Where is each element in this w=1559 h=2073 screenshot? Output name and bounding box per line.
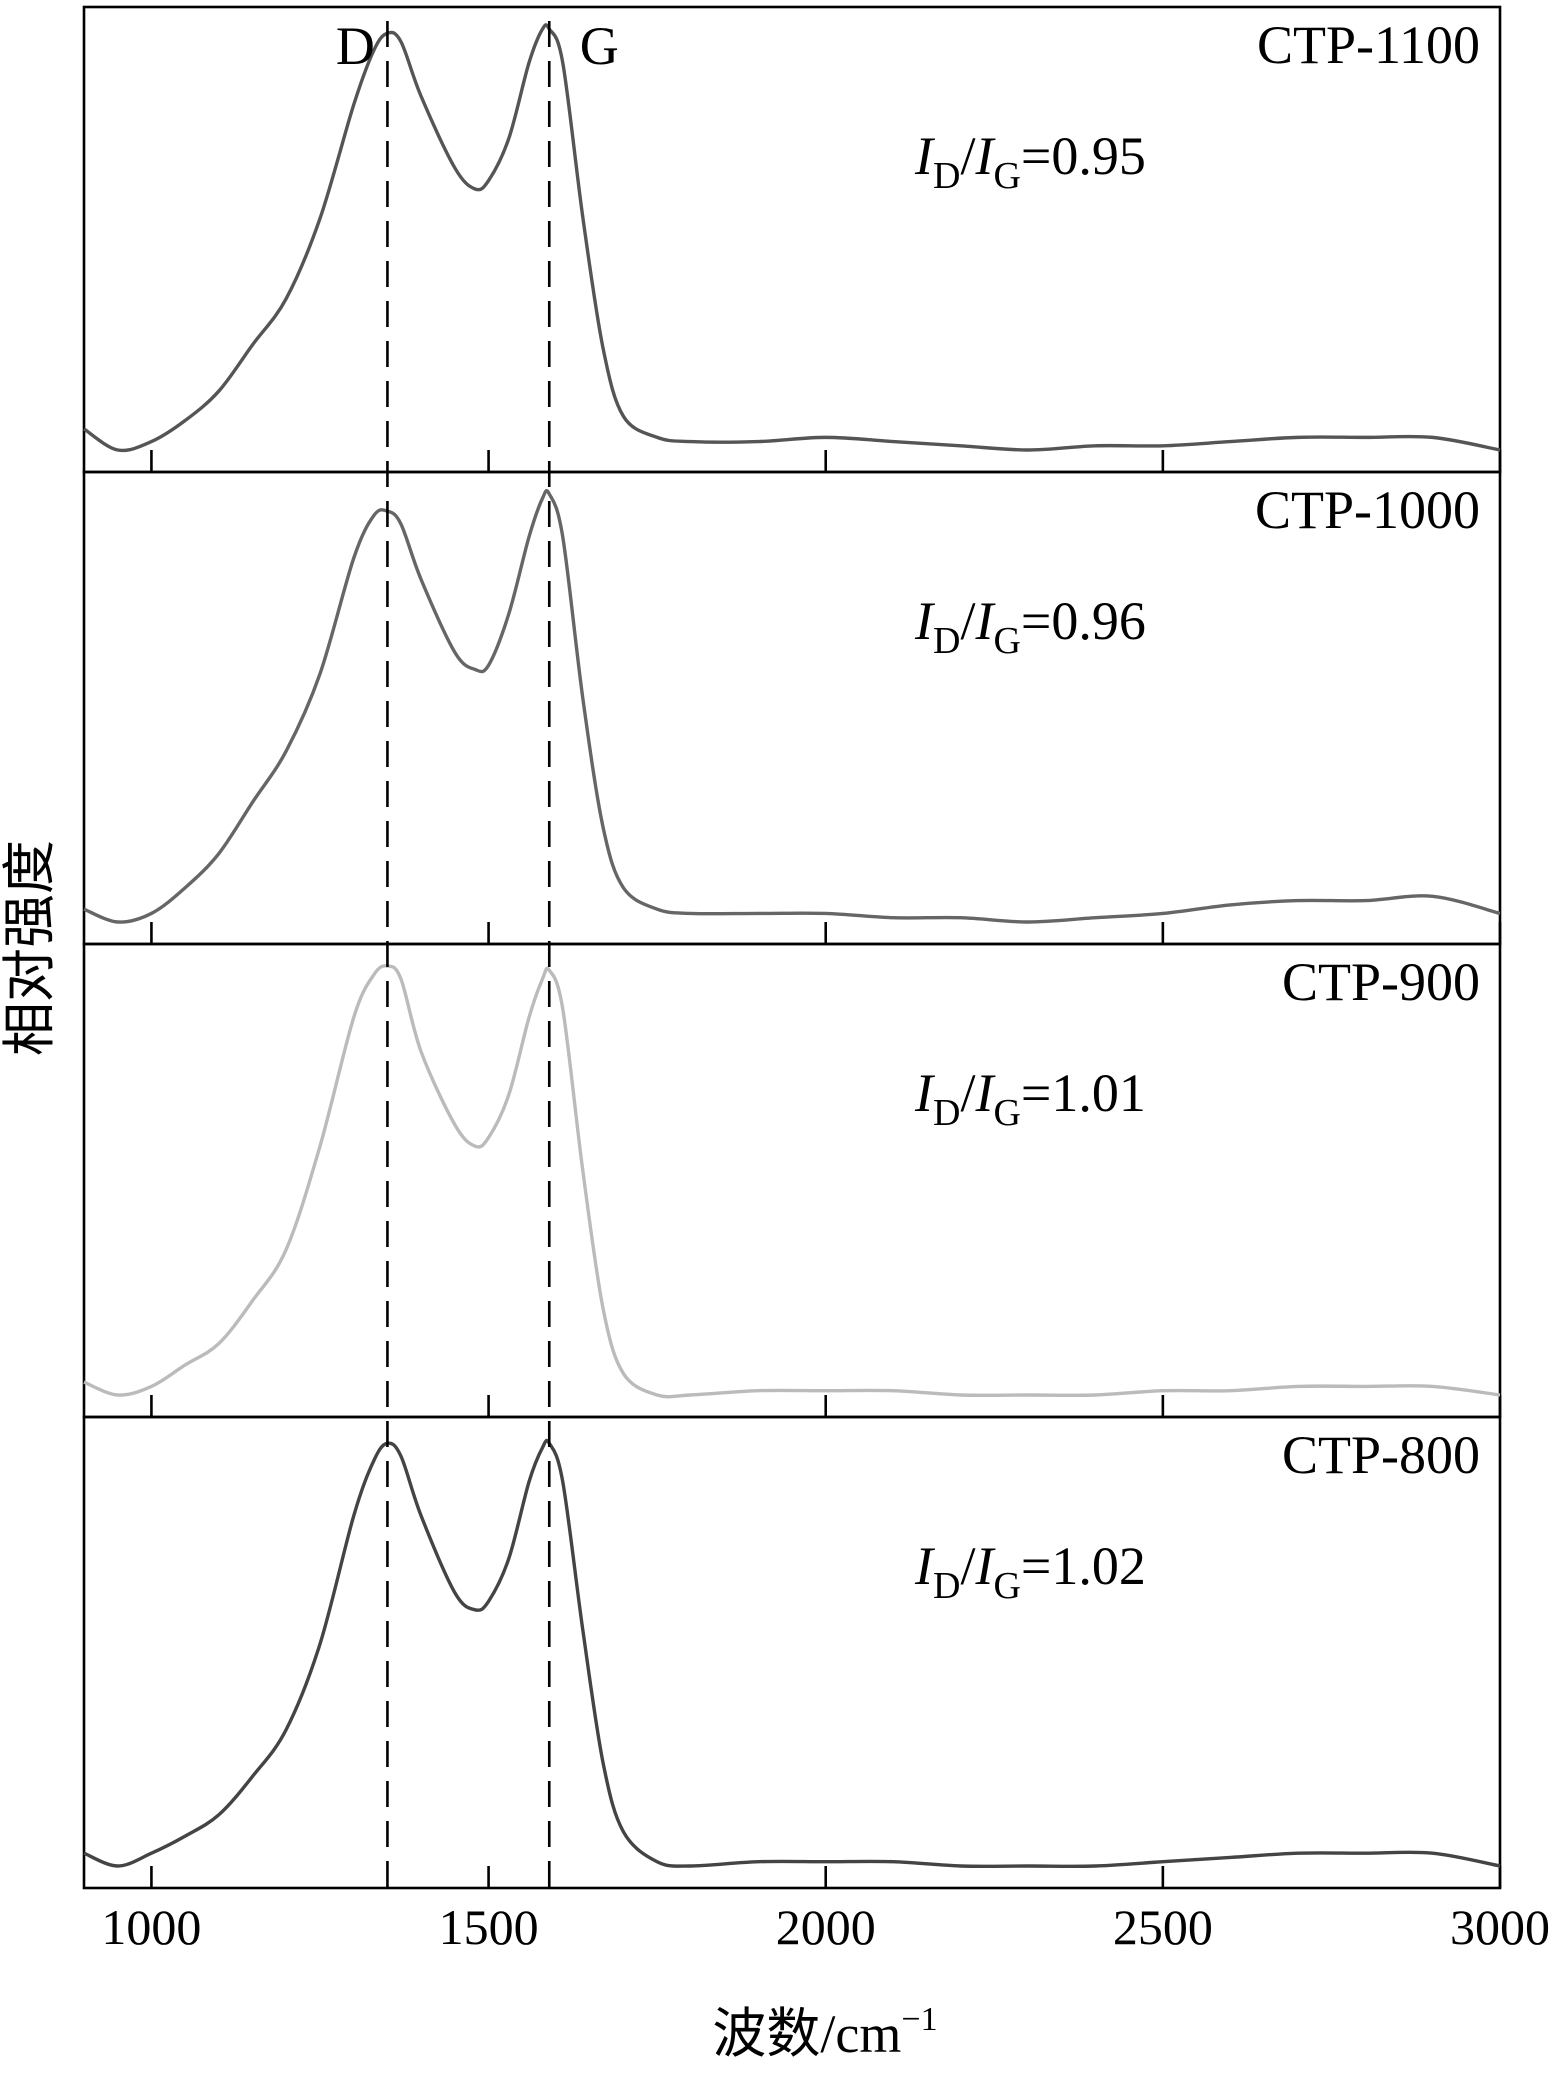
panel-label-ctp-1000: CTP-1000: [1255, 480, 1480, 540]
panel-label-ctp-900: CTP-900: [1282, 952, 1480, 1012]
panel-frame: [82, 1415, 1502, 1890]
id-ig-ratio-ctp-1000: ID/IG=0.96: [914, 591, 1146, 662]
x-tick-label: 3000: [1450, 1899, 1550, 1955]
spectrum-line-ctp-800: [83, 1438, 1501, 1869]
x-tick-label: 2000: [776, 1899, 876, 1955]
spectrum-line-ctp-900: [83, 964, 1501, 1399]
x-axis: 1000 1500 2000 2500 3000: [101, 1899, 1550, 1955]
x-tick-label: 1500: [439, 1899, 539, 1955]
x-axis-title: 波数/cm−1: [712, 2001, 937, 2064]
panel-frame: [82, 942, 1502, 1419]
panel-ctp-1100: CTP-1100 ID/IG=0.95: [82, 5, 1502, 474]
panel-label-ctp-1100: CTP-1100: [1257, 15, 1480, 75]
panel-label-ctp-800: CTP-800: [1282, 1425, 1480, 1485]
id-ig-ratio-ctp-1100: ID/IG=0.95: [914, 126, 1146, 197]
y-axis-title: 相对强度: [0, 840, 60, 1056]
panel-ctp-1000: CTP-1000 ID/IG=0.96: [82, 470, 1502, 946]
peak-label-g: G: [580, 16, 619, 76]
id-ig-ratio-ctp-800: ID/IG=1.02: [914, 1536, 1146, 1607]
panel-ctp-800: CTP-800 ID/IG=1.02: [82, 1415, 1502, 1890]
x-tick-label: 2500: [1113, 1899, 1213, 1955]
id-ig-ratio-ctp-900: ID/IG=1.01: [914, 1063, 1146, 1134]
spectrum-line-ctp-1000: [83, 488, 1501, 924]
spectra-panels: CTP-1100ID/IG=0.95CTP-1000ID/IG=0.96CTP-…: [82, 5, 1502, 1890]
x-tick-label: 1000: [101, 1899, 201, 1955]
panel-frame: [82, 470, 1502, 946]
spectrum-line-ctp-1100: [83, 23, 1501, 453]
panel-ctp-900: CTP-900 ID/IG=1.01: [82, 942, 1502, 1419]
peak-label-d: D: [336, 16, 375, 76]
panel-frame: [82, 5, 1502, 474]
